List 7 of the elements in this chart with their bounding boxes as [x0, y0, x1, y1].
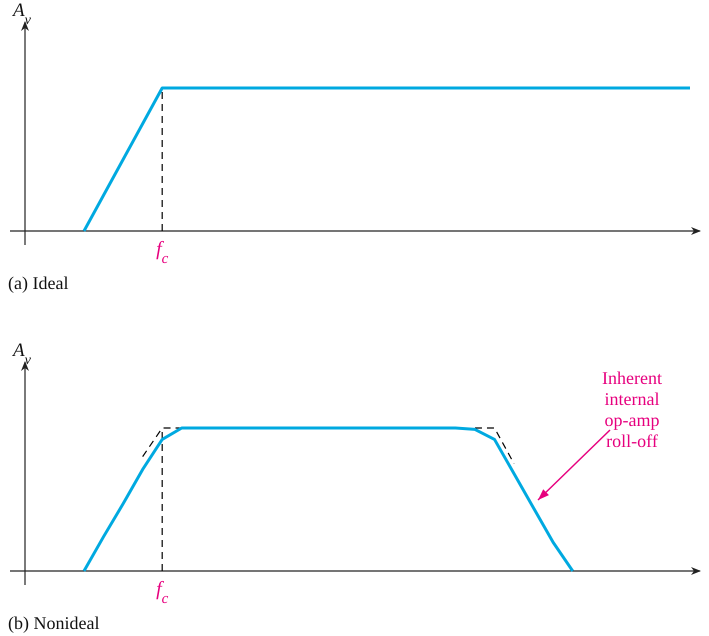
annotation: Inherent internal op-amp roll-off [602, 368, 662, 451]
y-axis-title: A$_{v}$ [11, 340, 32, 368]
text: (b) Nonideal [8, 613, 100, 633]
text: f$_{c}$ [156, 238, 169, 267]
text: (a) Ideal [8, 273, 68, 293]
text: f$_{c}$ [156, 578, 169, 607]
y-axis-title: A$_{v}$ [11, 0, 32, 28]
